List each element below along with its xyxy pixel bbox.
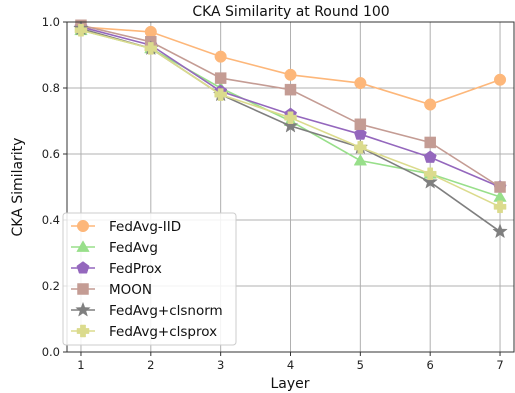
y-tick-label: 0.0 — [42, 345, 60, 359]
data-point — [144, 42, 158, 55]
legend-label: FedAvg-IID — [109, 219, 181, 235]
data-point — [353, 153, 368, 166]
data-point — [423, 150, 437, 163]
data-point — [74, 24, 88, 37]
y-tick-label: 1.0 — [42, 15, 60, 29]
legend-box — [62, 212, 237, 346]
chart-title: CKA Similarity at Round 100 — [192, 4, 389, 20]
legend-label: FedAvg+clsnorm — [109, 303, 223, 319]
data-point — [493, 200, 507, 214]
x-tick-label: 4 — [287, 358, 294, 372]
legend-item: FedAvg — [71, 240, 158, 256]
series-fedavg-iid — [74, 20, 507, 111]
data-point — [423, 167, 437, 181]
legend-item: FedAvg-IID — [71, 219, 181, 235]
data-point — [422, 173, 439, 189]
data-point — [492, 223, 508, 239]
legend-item: FedAvg+clsprox — [71, 324, 217, 340]
y-tick-label: 0.6 — [42, 147, 60, 161]
data-point — [354, 77, 367, 90]
data-point — [284, 83, 297, 96]
x-tick-label: 6 — [427, 358, 434, 372]
legend-marker — [76, 219, 90, 233]
data-point — [424, 98, 437, 111]
legend-item: MOON — [71, 282, 152, 298]
x-tick-label: 5 — [357, 358, 364, 372]
series-fedavg-clsprox — [74, 24, 507, 214]
legend-label: FedAvg+clsprox — [109, 324, 217, 340]
data-point — [214, 50, 227, 63]
data-point — [354, 141, 367, 154]
data-point — [284, 111, 297, 124]
legend-marker — [76, 261, 90, 274]
data-point — [214, 88, 227, 101]
legend-label: FedAvg — [109, 240, 158, 256]
data-point — [494, 181, 506, 193]
data-point — [214, 72, 227, 84]
legend-item: FedProx — [71, 261, 162, 277]
legend-item: FedAvg+clsnorm — [71, 301, 223, 319]
legend-marker — [77, 283, 89, 295]
x-tick-label: 7 — [496, 358, 503, 372]
series-layer — [73, 19, 508, 239]
data-point — [284, 68, 297, 81]
legend: FedAvg-IID FedAvg FedProx MOON FedAvg+clsnor… — [62, 212, 237, 346]
x-tick-label: 1 — [77, 358, 84, 372]
x-tick-label: 3 — [217, 358, 224, 372]
x-axis-title: Layer — [270, 376, 309, 392]
legend-marker — [76, 324, 90, 338]
legend-label: MOON — [109, 282, 152, 298]
legend-label: FedProx — [109, 261, 162, 277]
y-tick-label: 0.4 — [42, 213, 60, 227]
data-point — [144, 25, 157, 38]
y-tick-label: 0.2 — [42, 279, 60, 293]
legend-marker — [75, 301, 91, 317]
data-point — [282, 117, 299, 133]
y-tick-label: 0.8 — [42, 81, 60, 95]
y-axis-title: CKA Similarity — [10, 138, 26, 237]
legend-marker — [76, 240, 90, 252]
data-point — [424, 136, 436, 149]
data-point — [354, 118, 367, 131]
data-point — [493, 73, 507, 86]
x-tick-label: 2 — [147, 358, 154, 372]
